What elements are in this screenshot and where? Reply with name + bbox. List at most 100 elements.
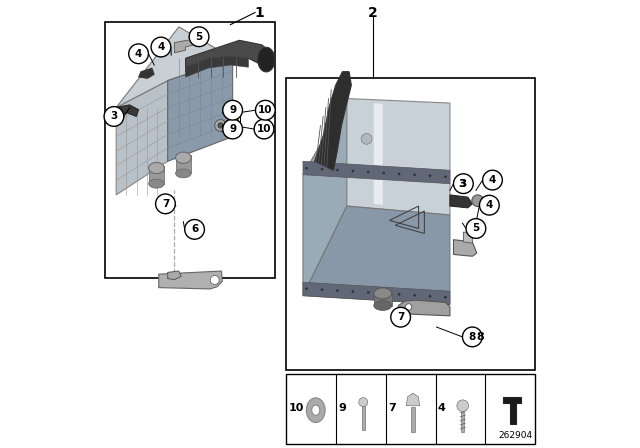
Ellipse shape <box>312 405 320 415</box>
Circle shape <box>230 120 236 125</box>
Text: 3: 3 <box>458 179 466 189</box>
Polygon shape <box>315 72 351 170</box>
Circle shape <box>321 168 323 171</box>
Polygon shape <box>454 240 477 256</box>
Circle shape <box>466 219 486 238</box>
Bar <box>105 22 275 278</box>
Polygon shape <box>115 105 138 116</box>
Ellipse shape <box>258 47 275 72</box>
Polygon shape <box>168 271 181 280</box>
Circle shape <box>429 295 431 297</box>
Polygon shape <box>303 99 347 296</box>
Circle shape <box>413 294 416 297</box>
Text: 5: 5 <box>195 32 203 42</box>
Polygon shape <box>303 206 450 305</box>
Bar <box>175 155 191 173</box>
Text: 8: 8 <box>468 332 476 342</box>
Circle shape <box>398 293 401 296</box>
Text: 4: 4 <box>438 403 445 413</box>
Circle shape <box>382 292 385 295</box>
Text: 262904: 262904 <box>499 431 532 440</box>
Ellipse shape <box>374 301 392 310</box>
Circle shape <box>472 195 484 207</box>
Bar <box>411 407 415 432</box>
Polygon shape <box>186 56 248 77</box>
Ellipse shape <box>148 179 164 188</box>
Circle shape <box>483 170 502 190</box>
Polygon shape <box>502 397 522 424</box>
Polygon shape <box>168 58 232 161</box>
Polygon shape <box>406 393 420 406</box>
Polygon shape <box>174 39 194 53</box>
Circle shape <box>255 100 275 120</box>
Text: 2: 2 <box>368 5 378 20</box>
Ellipse shape <box>175 152 191 164</box>
Circle shape <box>189 27 209 47</box>
Text: 10: 10 <box>289 403 304 413</box>
Text: 7: 7 <box>388 403 396 413</box>
Text: 3: 3 <box>110 112 118 121</box>
Circle shape <box>227 116 239 128</box>
Circle shape <box>479 195 499 215</box>
Text: 4: 4 <box>489 175 496 185</box>
Circle shape <box>367 171 370 173</box>
Circle shape <box>129 44 148 64</box>
Circle shape <box>305 167 308 169</box>
Bar <box>148 166 164 184</box>
Circle shape <box>214 120 227 131</box>
Polygon shape <box>347 99 450 215</box>
Circle shape <box>367 291 370 294</box>
Text: 1: 1 <box>255 5 264 20</box>
Polygon shape <box>159 271 222 289</box>
Circle shape <box>382 172 385 174</box>
Circle shape <box>185 220 204 239</box>
Circle shape <box>156 194 175 214</box>
Text: 7: 7 <box>397 312 404 322</box>
Text: 10: 10 <box>258 105 273 115</box>
Circle shape <box>391 307 410 327</box>
Circle shape <box>151 37 171 57</box>
Circle shape <box>351 170 354 172</box>
Circle shape <box>218 123 223 128</box>
Circle shape <box>444 175 447 178</box>
Circle shape <box>454 174 473 194</box>
Circle shape <box>223 119 243 139</box>
Bar <box>362 406 365 431</box>
Circle shape <box>223 100 243 120</box>
Polygon shape <box>186 40 273 72</box>
Polygon shape <box>116 81 168 195</box>
Circle shape <box>210 276 219 284</box>
Circle shape <box>406 304 412 310</box>
Polygon shape <box>398 300 450 316</box>
Circle shape <box>398 172 401 175</box>
Circle shape <box>359 398 368 407</box>
Text: 3: 3 <box>460 179 467 189</box>
Polygon shape <box>463 232 472 243</box>
Text: 4: 4 <box>157 42 164 52</box>
Circle shape <box>336 289 339 292</box>
Bar <box>374 292 392 306</box>
Circle shape <box>457 400 468 412</box>
Polygon shape <box>138 68 154 78</box>
Text: 6: 6 <box>191 224 198 234</box>
Text: 9: 9 <box>339 403 346 413</box>
Circle shape <box>305 287 308 290</box>
Circle shape <box>351 290 354 293</box>
Text: 7: 7 <box>162 199 169 209</box>
Ellipse shape <box>175 169 191 178</box>
Circle shape <box>104 107 124 126</box>
Circle shape <box>321 289 323 291</box>
Polygon shape <box>303 161 450 184</box>
Text: 4: 4 <box>135 49 142 59</box>
Text: 4: 4 <box>486 200 493 210</box>
Bar <box>287 374 535 444</box>
Text: 9: 9 <box>229 124 236 134</box>
Circle shape <box>444 296 447 298</box>
Polygon shape <box>450 195 472 208</box>
Circle shape <box>254 119 274 139</box>
Text: 5: 5 <box>472 224 479 233</box>
Circle shape <box>429 174 431 177</box>
Circle shape <box>413 173 416 176</box>
Text: 9: 9 <box>229 105 236 115</box>
Polygon shape <box>303 282 450 305</box>
